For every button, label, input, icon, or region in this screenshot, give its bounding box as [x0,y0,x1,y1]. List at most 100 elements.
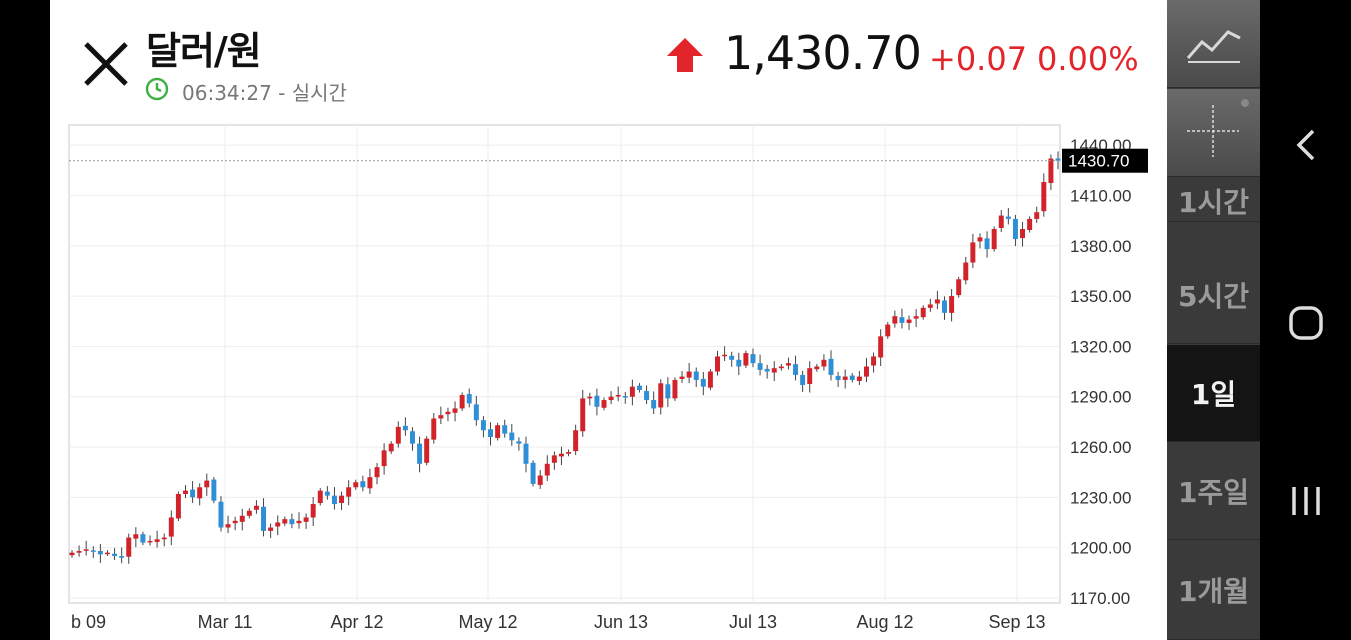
candle-body [835,375,841,380]
candle-body [729,355,735,360]
y-tick-label: 1170.00 [1070,589,1130,608]
candle-body [69,552,75,556]
y-tick-label: 1200.00 [1070,539,1131,558]
candle-body [246,510,252,516]
home-button[interactable] [1260,288,1351,358]
candle-body [672,379,678,399]
candle-body [920,307,926,318]
y-tick-label: 1230.00 [1070,488,1131,507]
candle-body [544,463,550,476]
candle-body [424,438,430,463]
candlestick-chart[interactable]: b 09 Mar 11 Apr 12 May 12 Jun 13 Jul 13 Aug 12… [50,120,1167,640]
candle-body [161,537,167,540]
candle-body [324,491,330,496]
candle-body [927,304,933,308]
price-change: +0.07 [929,40,1028,78]
candle-body [140,534,146,543]
candle-body [261,506,267,531]
close-icon[interactable] [80,38,132,90]
candle-body [587,396,593,399]
period-1h[interactable]: 1시간 [1167,177,1260,222]
candle-body [750,354,756,364]
candle-body [388,443,394,452]
candle-body [580,398,586,432]
candle-body [871,356,877,366]
candle-body [438,415,444,419]
candle-body [963,262,969,281]
candle-body [629,386,635,397]
clock-icon [145,77,169,101]
candle-body [346,487,352,497]
back-icon [1296,129,1314,161]
candle-body [502,425,508,434]
update-time: 06:34:27 - 실시간 [182,81,347,105]
candle-body [899,317,905,323]
candle-body [686,371,692,378]
candle-body [778,366,784,369]
crosshair-button[interactable] [1167,89,1260,177]
candle-body [878,336,884,358]
candle-body [1027,218,1033,230]
home-icon [1288,306,1323,340]
candle-body [785,363,791,366]
candle-body [374,467,380,478]
candle-body [473,404,479,421]
chart-type-button[interactable] [1167,0,1260,88]
candle-body [913,316,919,319]
candle-body [956,279,962,296]
period-1d[interactable]: 1일 [1167,345,1260,442]
system-nav-bar [1260,0,1351,640]
candle-body [523,443,529,464]
candle-body [402,425,408,431]
candle-body [381,450,387,467]
candle-body [849,375,855,380]
candle-body [601,400,607,408]
current-price-label: 1430.70 [1068,152,1129,171]
candle-body [1005,216,1011,219]
candle-body [530,462,536,484]
x-tick-label: b 09 [71,612,106,632]
candle-body [573,430,579,452]
recents-icon [1291,487,1320,515]
candle-body [934,299,940,304]
candle-body [445,411,451,415]
candle-body [863,366,869,377]
candle-body [218,501,224,528]
candle-body [331,495,337,505]
candle-body [232,520,238,524]
candle-body [707,371,713,388]
candle-body [480,420,486,431]
candle-body [651,400,657,409]
candle-body [168,517,174,537]
recents-button[interactable] [1260,466,1351,536]
candle-body [622,396,628,398]
candle-body [679,376,685,379]
candle-body [104,552,110,555]
period-5h[interactable]: 5시간 [1167,247,1260,344]
candle-body [998,215,1004,228]
candle-body [793,364,799,375]
candle-body [800,374,806,385]
crosshair-icon [1187,98,1249,157]
candle-body [644,391,650,401]
candle-body [892,316,898,324]
x-tick-label: Sep 13 [988,612,1045,632]
back-button[interactable] [1260,110,1351,180]
candle-body [828,358,834,375]
current-price: 1,430.70 [724,26,922,80]
candle-body [608,396,614,401]
line-chart-icon [1186,29,1241,63]
candle-body [1041,182,1047,212]
candle-body [367,477,373,489]
candle-body [339,495,345,504]
candle-body [736,359,742,367]
candle-body [410,431,415,444]
candle-body [764,368,770,372]
candle-body [119,556,125,558]
candle-body [76,551,82,553]
candle-body [147,540,153,543]
period-1m[interactable]: 1개월 [1167,541,1260,640]
candle-body [558,453,564,457]
candle-body [90,550,96,552]
period-1w[interactable]: 1주일 [1167,443,1260,540]
